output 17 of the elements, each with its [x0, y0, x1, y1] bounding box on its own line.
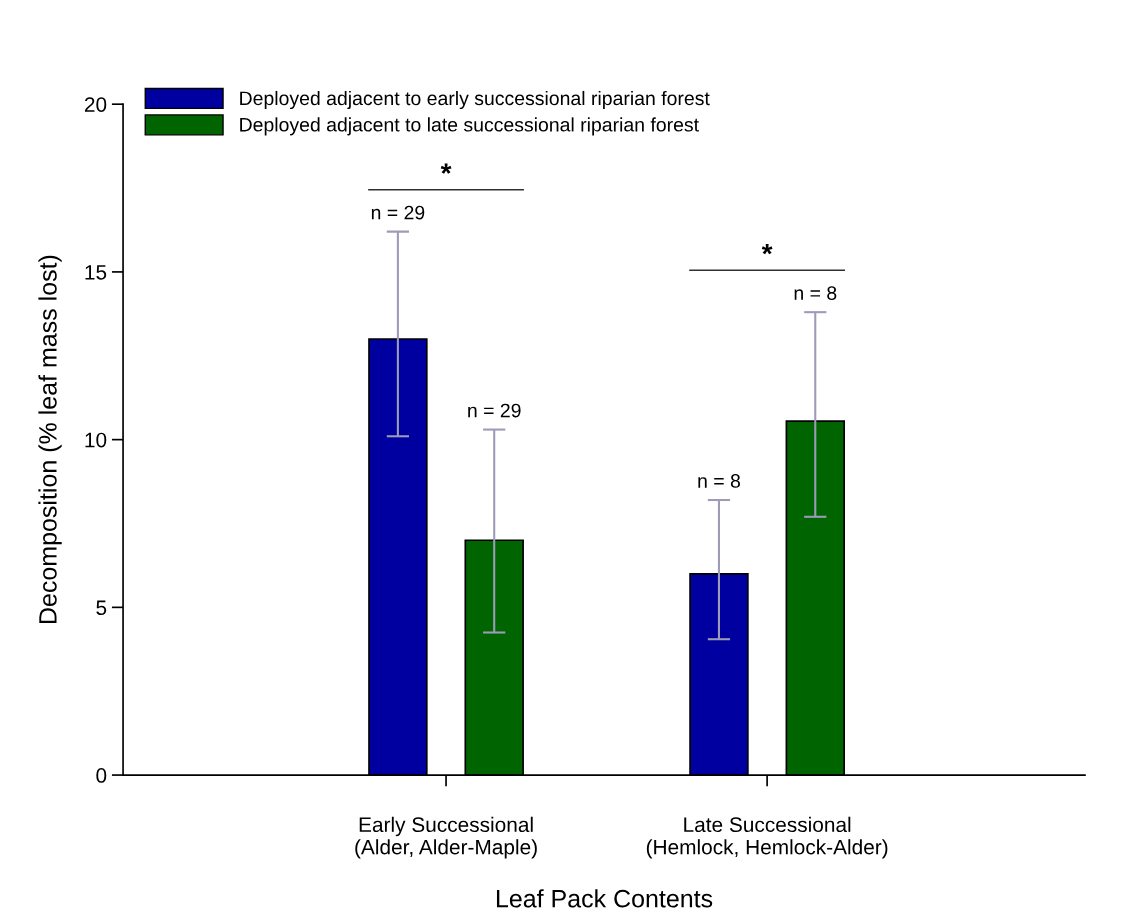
annotation: *: [440, 163, 452, 174]
y-tick-label: 10: [85, 432, 107, 448]
y-tick-label: 20: [84, 97, 107, 112]
annotation: n = 29: [371, 205, 425, 220]
annotation: n = 8: [794, 286, 837, 300]
y-tick-label: 5: [96, 600, 107, 616]
x-tick-label: Early Successional (Alder, Alder-Maple): [355, 816, 537, 859]
annotation: *: [761, 243, 773, 255]
annotation: n = 29: [468, 403, 521, 418]
y-tick-label: 15: [85, 265, 107, 280]
y-tick-label: 0: [96, 768, 107, 783]
x-axis-title: Leaf Pack Contents: [496, 889, 713, 908]
y-axis-title: Decomposition (% leaf mass lost): [38, 255, 62, 624]
legend-label: Deployed adjacent to early successional riparian forest: [240, 90, 710, 110]
annotation: n = 8: [698, 474, 741, 488]
x-tick-label: Late Successional (Hemlock, Hemlock-Alder): [646, 816, 888, 859]
legend-label: Deployed adjacent to late successional riparian forest: [240, 117, 699, 136]
